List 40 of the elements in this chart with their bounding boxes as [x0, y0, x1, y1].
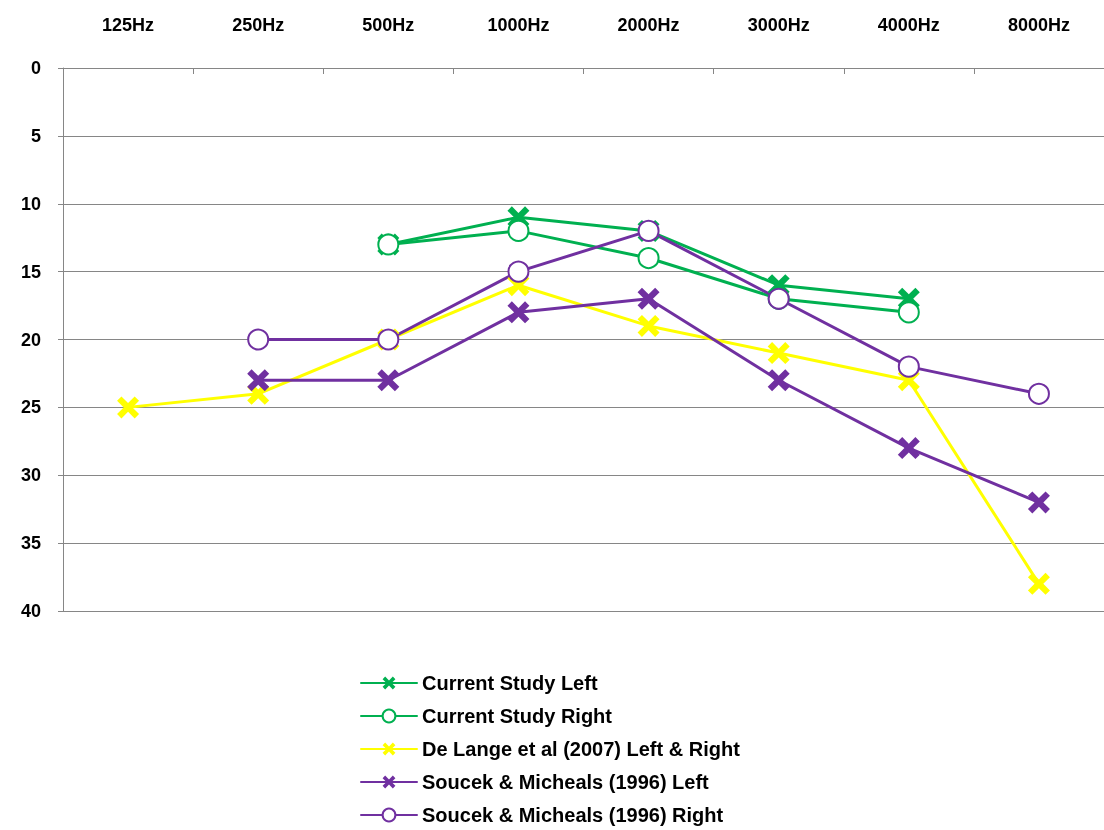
point: [897, 355, 920, 378]
x-tick-label: 125Hz: [102, 15, 155, 35]
y-tick-label: 30: [20, 465, 41, 486]
legend-label: Soucek & Micheals (1996) Right: [422, 804, 724, 826]
point: [637, 247, 660, 270]
y-tick-label: 25: [20, 397, 41, 418]
y-tick-label: 0: [30, 58, 41, 78]
x-tick-label: 1000Hz: [487, 15, 550, 35]
x-tick-label: 250Hz: [232, 15, 285, 35]
legend-label: De Lange et al (2007) Left & Right: [422, 738, 741, 760]
point: [247, 328, 270, 351]
y-tick-label: 35: [20, 533, 41, 554]
point: [1027, 382, 1050, 405]
point: [767, 342, 790, 365]
y-tick-label: 10: [20, 193, 41, 214]
point: [1027, 491, 1050, 514]
y-tick-label: 20: [20, 329, 41, 350]
point: [767, 369, 790, 392]
point: [507, 260, 530, 283]
x-tick-label: 3000Hz: [747, 15, 810, 35]
x-tick-label: 8000Hz: [1007, 15, 1070, 35]
point: [637, 287, 660, 310]
point: [117, 396, 140, 419]
legend-label: Current Study Left: [422, 672, 598, 694]
legend-label: Soucek & Micheals (1996) Left: [422, 771, 710, 793]
x-tick-label: 2000Hz: [617, 15, 680, 35]
y-tick-label: 40: [20, 601, 41, 621]
point: [1027, 572, 1050, 595]
point: [507, 301, 530, 324]
point: [637, 314, 660, 337]
x-tick-label: 4000Hz: [877, 15, 940, 35]
point: [897, 301, 920, 324]
y-tick-label: 5: [30, 125, 41, 146]
point: [377, 369, 400, 392]
legend-label: Current Study Right: [422, 705, 613, 727]
x-tick-label: 500Hz: [362, 15, 415, 35]
point: [247, 369, 270, 392]
point: [897, 437, 920, 460]
y-tick-label: 15: [20, 261, 41, 282]
point: [507, 219, 530, 242]
